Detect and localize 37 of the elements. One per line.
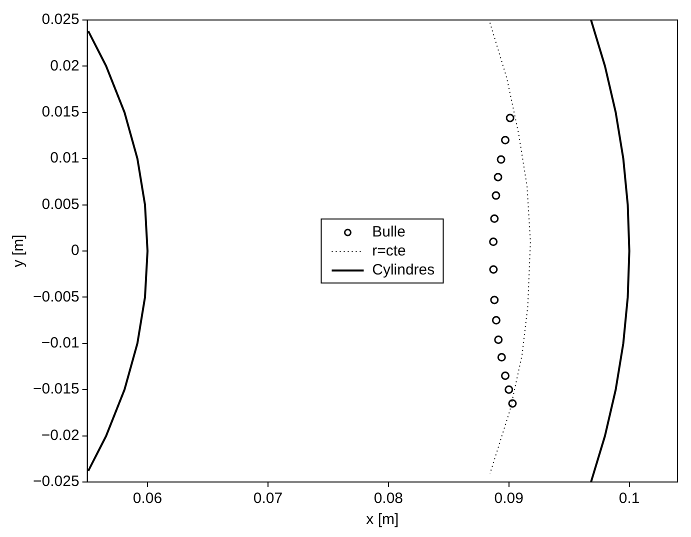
y-tick-label: 0.02 (50, 57, 80, 74)
legend-label: r=cte (372, 242, 406, 260)
y-tick-label: −0.025 (33, 473, 80, 490)
y-tick-label: 0 (70, 242, 80, 260)
point (494, 335, 503, 344)
x-tick-label: 0.06 (132, 490, 162, 508)
y-tick-label: 0.025 (42, 11, 80, 28)
x-tick-label: 0.1 (618, 490, 640, 508)
point (504, 385, 514, 394)
point (494, 172, 502, 182)
legend-label: Cylindres (372, 260, 435, 280)
y-tick-label: −0.005 (33, 288, 80, 306)
point (489, 265, 498, 274)
point (497, 353, 506, 362)
x-tick-label: 0.07 (253, 490, 283, 508)
point (492, 191, 500, 200)
point (501, 136, 510, 144)
point (496, 155, 506, 164)
x-axis-title: x [m] (366, 511, 399, 528)
y-axis-title: y [m] (10, 234, 28, 268)
point (490, 214, 499, 223)
y-tick-label: 0.01 (50, 150, 80, 167)
point (506, 114, 514, 122)
x-tick-label: 0.09 (494, 490, 524, 508)
legend-label: Bulle (372, 222, 406, 242)
y-tick-label: 0.015 (42, 104, 80, 121)
point (489, 238, 498, 246)
point (501, 371, 510, 380)
y-tick-label: 0.005 (42, 196, 80, 213)
point (490, 296, 499, 304)
point (492, 316, 500, 325)
y-tick-label: −0.02 (41, 426, 80, 444)
point (508, 399, 517, 408)
y-tick-label: −0.015 (33, 380, 80, 398)
y-tick-label: −0.01 (41, 334, 80, 352)
x-tick-label: 0.08 (374, 490, 404, 508)
line-series (489, 22, 531, 474)
